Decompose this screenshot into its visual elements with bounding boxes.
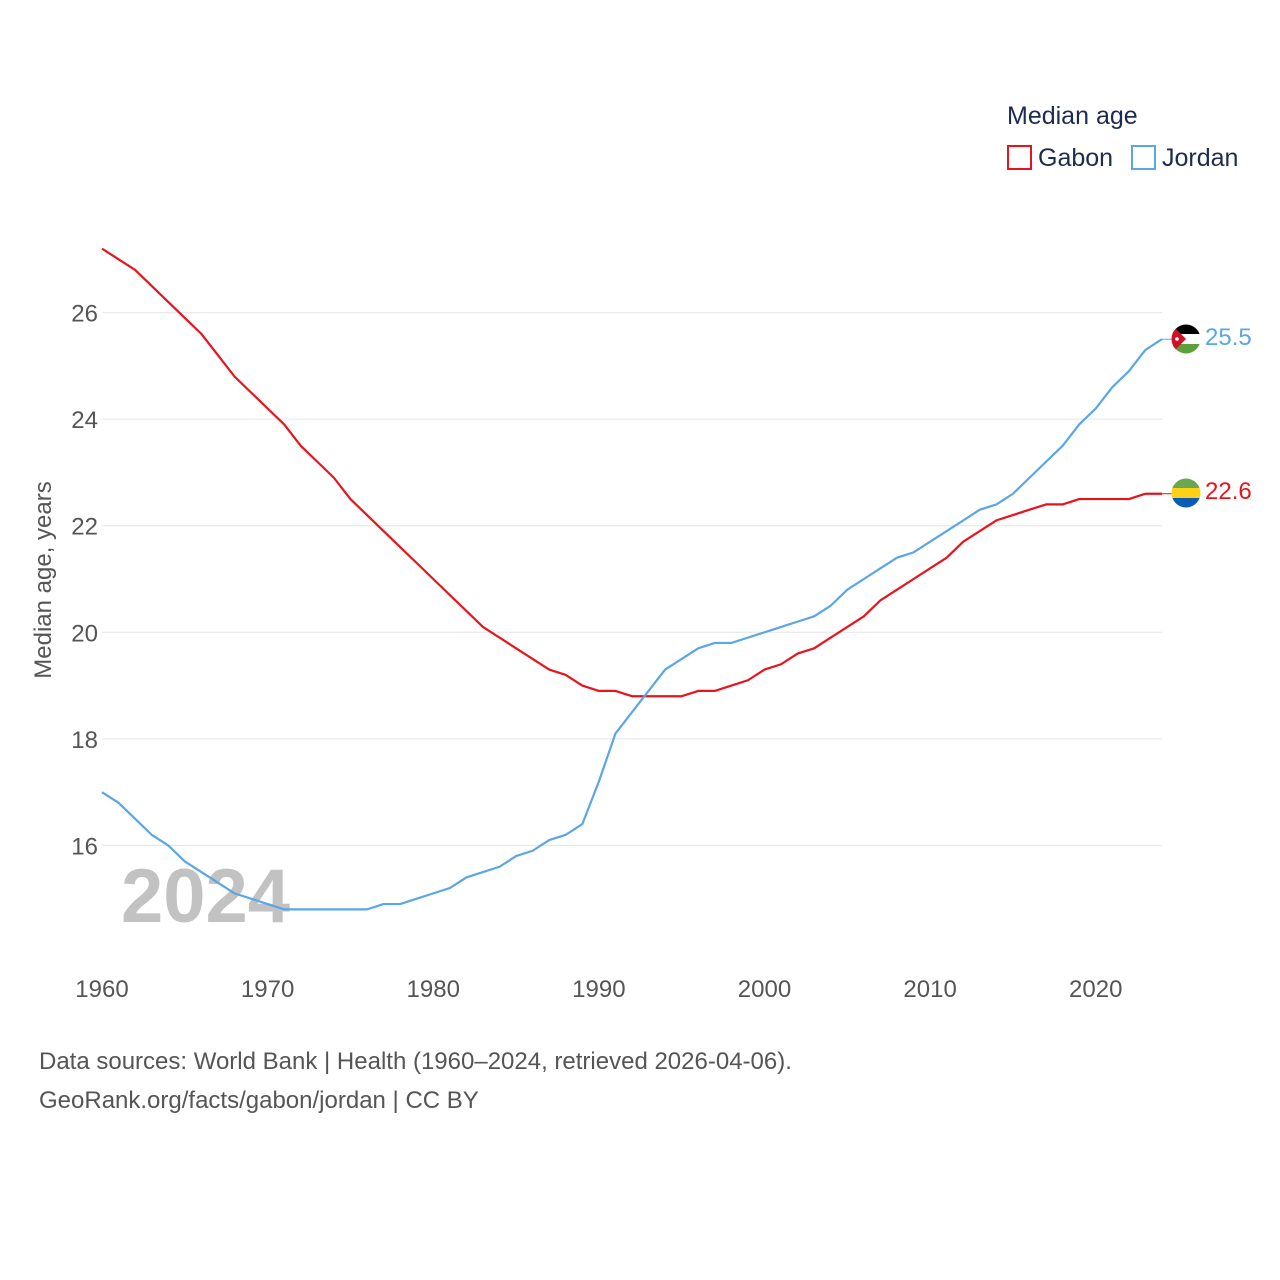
x-tick-label: 2020 (1069, 976, 1122, 1003)
x-tick-label: 1960 (75, 976, 128, 1003)
y-axis-label: Median age, years (30, 481, 57, 678)
legend: Median age Gabon Jordan (1007, 102, 1238, 172)
legend-label-jordan[interactable]: Jordan (1162, 144, 1238, 172)
y-tick-label: 16 (71, 833, 98, 860)
series-line-jordan[interactable] (101, 338, 1163, 911)
source-line-1: Data sources: World Bank | Health (1960–… (39, 1048, 792, 1075)
y-tick-label: 24 (71, 407, 98, 434)
jordan-flag-icon (1171, 324, 1201, 354)
y-tick-label: 26 (71, 301, 98, 328)
x-tick-label: 2000 (738, 976, 791, 1003)
end-label-gabon: 22.6 (1205, 478, 1252, 505)
series-lines (101, 247, 1172, 911)
x-tick-label: 2010 (903, 976, 956, 1003)
x-tick-label: 1970 (241, 976, 294, 1003)
x-axis-ticks: 1960 1970 1980 1990 2000 2010 2020 (75, 976, 1122, 1003)
y-tick-label: 18 (71, 727, 98, 754)
grid-lines (102, 312, 1162, 846)
legend-label-gabon[interactable]: Gabon (1038, 144, 1113, 172)
source-line-2[interactable]: GeoRank.org/facts/gabon/jordan | CC BY (39, 1087, 479, 1114)
series-line-gabon[interactable] (101, 247, 1162, 698)
legend-title: Median age (1007, 102, 1138, 130)
y-axis-ticks: 16 18 20 22 24 26 (71, 301, 98, 861)
y-tick-label: 20 (71, 620, 98, 647)
x-tick-label: 1990 (572, 976, 625, 1003)
x-tick-label: 1980 (407, 976, 460, 1003)
gabon-flag-icon (1171, 478, 1201, 508)
year-watermark: 2024 (121, 854, 290, 939)
legend-swatch-gabon[interactable] (1007, 145, 1032, 170)
legend-swatch-jordan[interactable] (1131, 145, 1156, 170)
end-label-jordan: 25.5 (1205, 324, 1252, 351)
y-tick-label: 22 (71, 514, 98, 541)
